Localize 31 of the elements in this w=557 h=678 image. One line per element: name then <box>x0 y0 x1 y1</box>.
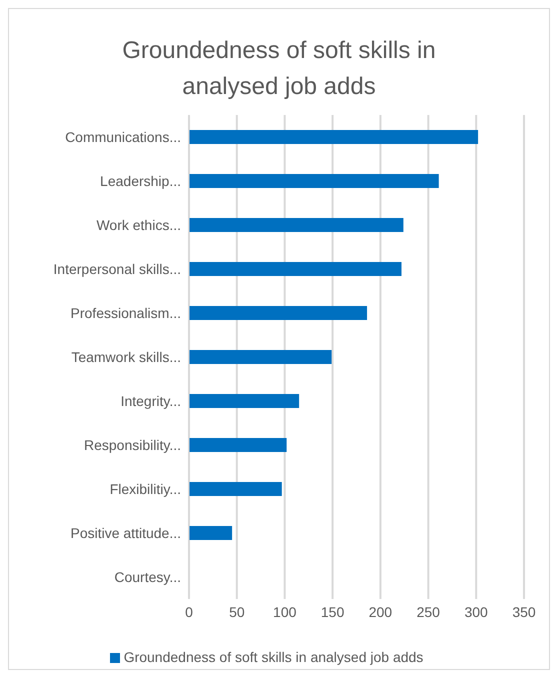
y-tick-label: Teamwork skills... <box>71 348 181 365</box>
y-tick-label: Flexibilitiy... <box>110 480 181 497</box>
x-tick-label: 100 <box>273 604 297 620</box>
x-tick-label: 0 <box>185 604 194 620</box>
bar <box>189 394 300 408</box>
y-tick-label: Interpersonal skills... <box>53 260 181 277</box>
bar <box>189 130 478 144</box>
bar <box>189 350 332 364</box>
bar <box>189 438 287 452</box>
y-tick-label: Work ethics... <box>96 216 181 233</box>
y-tick-label: Professionalism... <box>70 304 181 321</box>
y-tick-label: Communications... <box>65 128 181 145</box>
bar <box>189 526 232 540</box>
y-tick-label: Integrity... <box>120 392 181 409</box>
x-tick-label: 200 <box>368 604 392 620</box>
bar <box>189 306 368 320</box>
bar <box>189 218 404 232</box>
x-tick-label: 50 <box>229 604 245 620</box>
x-tick-label: 250 <box>416 604 440 620</box>
bar <box>189 262 402 276</box>
chart-title: Groundedness of soft skills in analysed job adds <box>121 36 437 102</box>
x-tick-label: 150 <box>320 604 344 620</box>
y-tick-label: Responsibility... <box>84 436 181 453</box>
bar <box>189 482 282 496</box>
y-tick-label: Courtesy... <box>114 568 181 585</box>
legend-label: Groundedness of soft skills in analysed job adds <box>124 649 424 665</box>
y-tick-label: Leadership... <box>100 172 181 189</box>
y-tick-label: Positive attitude... <box>70 524 181 541</box>
x-tick-label: 350 <box>512 604 536 620</box>
bar <box>189 174 439 188</box>
x-tick-label: 300 <box>464 604 488 620</box>
